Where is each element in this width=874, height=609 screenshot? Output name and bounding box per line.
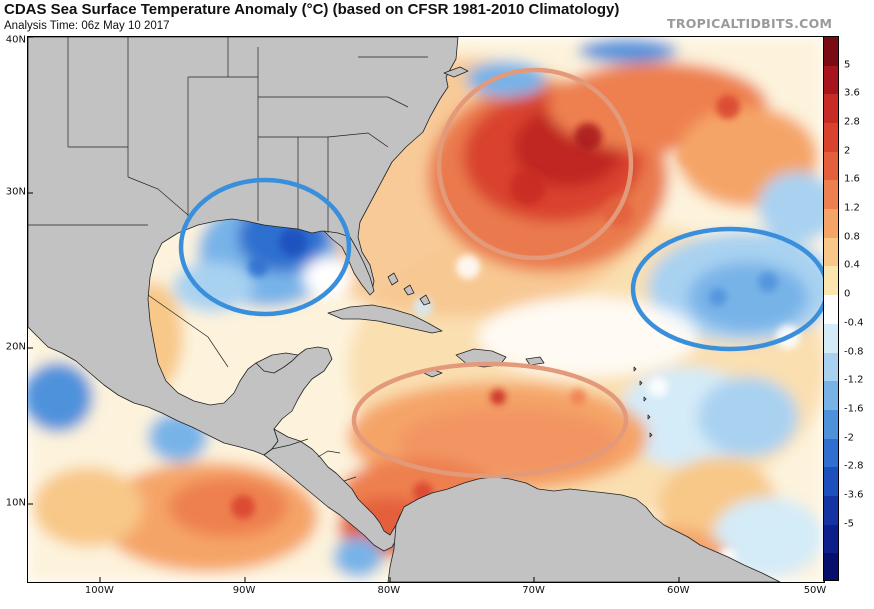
colorbar-segment [824,209,838,239]
caribbean-warm-anomaly-outline [351,361,629,479]
colorbar-segment [824,553,838,580]
longitude-label: 60W [666,585,690,596]
latitude-label: 40N [5,34,26,46]
yucatan-peninsula [255,352,299,374]
cuba-island [327,304,443,334]
colorbar-label: 1.2 [844,202,860,214]
colorbar-segment [824,237,838,268]
map-canvas [28,37,824,582]
colorbar-segment [824,37,838,67]
colorbar-segment [824,180,838,210]
north-america-landmass [28,37,459,456]
political-borders [28,37,428,482]
colorbar-segment [824,409,838,440]
colorbar-label: -5 [844,518,854,530]
colorbar-segment [824,352,838,382]
colorbar-label: -2.8 [844,460,864,472]
colorbar-segment [824,381,838,411]
longitude-label: 70W [522,585,545,596]
longitude-label: 90W [232,585,256,596]
long-island [443,66,469,78]
colorbar-label: -2 [844,432,854,444]
colorbar-segment [824,524,838,554]
graticule-ticks [28,37,824,582]
colorbar-segment [824,123,838,153]
colorbar-label: 3.6 [844,87,860,99]
colorbar-label: -3.6 [844,489,864,501]
colorbar-segment [824,266,838,296]
longitude-label: 50W [803,585,827,596]
latitude-label: 30N [5,186,26,198]
colorbar-label: -1.6 [844,403,864,415]
colorbar-segment [824,495,838,526]
colorbar [823,36,839,581]
colorbar-segment [824,94,838,124]
central-atlantic-cool-anomaly-outline [630,226,824,352]
western-atlantic-warm-anomaly-outline [436,67,634,261]
colorbar-label: -1.2 [844,374,864,386]
latitude-label: 20N [5,341,26,353]
lesser-antilles [633,366,653,438]
brand-watermark: TROPICALTIDBITS.COM [667,16,833,31]
colorbar-label: 0.4 [844,259,860,271]
colorbar-label: 2.8 [844,116,860,128]
south-america-landmass [387,476,781,582]
land [28,37,781,582]
longitude-label: 80W [377,585,401,596]
analysis-time: Analysis Time: 06z May 10 2017 [4,20,170,32]
colorbar-segment [824,438,838,468]
highlight-annotations [178,67,824,479]
colorbar-label: 2 [844,145,851,157]
longitude-label: 100W [84,585,114,596]
colorbar-segment [824,323,838,354]
latitude-label: 10N [5,497,26,509]
map-title: CDAS Sea Surface Temperature Anomaly (°C… [4,1,620,18]
colorbar-label: 0 [844,288,851,300]
colorbar-label: -0.4 [844,317,864,329]
sst-anomaly-map [27,36,825,583]
colorbar-label: 1.6 [844,173,860,185]
colorbar-label: 5 [844,59,851,71]
colorbar-segment [824,65,838,95]
florida-peninsula [323,230,375,296]
colorbar-segment [824,467,838,497]
colorbar-segment [824,151,838,182]
colorbar-label: -0.8 [844,346,864,358]
colorbar-label: 0.8 [844,231,860,243]
colorbar-segment [824,295,838,325]
gulf-of-mexico-cool-anomaly-outline [178,177,352,317]
bahamas-islands [387,272,431,306]
puerto-rico-island [525,356,545,366]
